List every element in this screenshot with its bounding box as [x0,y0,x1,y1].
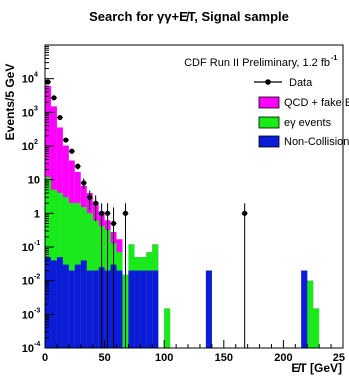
chart-title: Search for γγ+E̸T, Signal sample [89,9,289,24]
y-tick-label: 10 -1 [22,240,41,254]
data-point [242,210,248,216]
y-tick-label-base: 10 [22,276,34,288]
bar [92,270,99,348]
y-tick-label-base: 10 [28,175,40,187]
data-point [104,210,111,216]
y-tick-label: 10 -2 [22,274,41,288]
legend-swatch-egamma [258,116,280,129]
bar [86,270,93,348]
legend-label-noncollision: Non-Collision [284,136,349,148]
bar [116,270,123,348]
legend-item-noncollision: Non-Collision [258,135,349,148]
bar [146,270,153,348]
y-tick-label-base: 10 [22,309,34,321]
legend: Data QCD + fake E̸T eγ events Non-Collis… [254,77,349,148]
bar [45,257,51,348]
bar [62,264,69,348]
legend-item-qcd: QCD + fake E̸T [258,96,349,109]
bar [74,264,81,348]
legend-item-egamma: eγ events [258,116,332,129]
bar [205,270,212,348]
subtitle-group: CDF Run II Preliminary, 1.2 fb -1 [184,55,337,69]
y-tick-label-base: 10 [22,74,34,86]
y-tick-label-base: 10 [22,343,34,355]
legend-swatch-qcd [258,96,280,109]
data-point [122,210,129,216]
bar [152,270,159,348]
bar [68,270,75,348]
bar [140,270,147,348]
legend-item-data: Data [254,77,313,89]
y-tick-label-base: 1 [34,208,40,220]
data-point [81,180,87,186]
bar [128,270,135,348]
subtitle: CDF Run II Preliminary, 1.2 fb [184,57,330,69]
y-tick-label-exponent: 4 [34,72,38,79]
data-point [110,220,117,227]
legend-label-egamma: eγ events [284,117,332,129]
bar [134,270,141,348]
bar [301,270,308,348]
data-point [63,137,69,143]
data-point [93,200,99,206]
x-tick-label: 200 [274,352,292,364]
data-point [57,114,63,121]
data-point [75,163,81,169]
y-tick-label-exponent: 3 [34,105,38,112]
x-tick-label: 150 [215,352,233,364]
y-tick-label: 10 2 [22,139,38,153]
plot-frame [44,44,344,349]
y-tick-label-exponent: 2 [34,139,38,146]
y-tick-label: 10 4 [22,72,38,86]
bar [313,308,320,348]
y-tick-label-exponent: -3 [34,307,40,314]
x-tick-label: 50 [98,352,110,364]
bar [164,308,171,348]
y-tick-label: 10 3 [22,105,38,119]
x-axis-ticks: 0 50 100 150 200 25 [42,340,345,364]
x-tick-label: 25 [333,352,345,364]
y-tick-label: 10 [28,175,40,187]
y-tick-label-base: 10 [22,242,34,254]
data-point [99,210,105,216]
legend-label-data: Data [289,77,313,89]
x-tick-label: 0 [42,352,48,364]
legend-label-qcd: QCD + fake E̸T [284,97,349,109]
data-point [69,148,75,154]
y-tick-label: 10 -3 [22,307,41,321]
y-tick-label-exponent: -2 [34,274,40,281]
legend-swatch-noncollision [258,135,280,148]
subtitle-superscript: -1 [331,55,337,62]
legend-data-marker [265,79,271,85]
data-point [51,95,57,101]
y-tick-label-exponent: -1 [34,240,40,247]
y-tick-label-exponent: -4 [34,341,40,348]
y-axis-label: Events/5 GeV [3,64,17,141]
y-tick-label-base: 10 [22,107,34,119]
bar [56,257,63,348]
x-tick-label: 100 [155,352,173,364]
bar [50,260,57,348]
data-point [87,194,93,200]
bar [80,260,87,348]
x-axis-label: E̸T [GeV] [291,361,342,375]
y-tick-label: 10 -4 [22,341,41,355]
y-tick-label: 1 [34,208,40,220]
y-tick-label-base: 10 [22,141,34,153]
bar [307,280,314,348]
